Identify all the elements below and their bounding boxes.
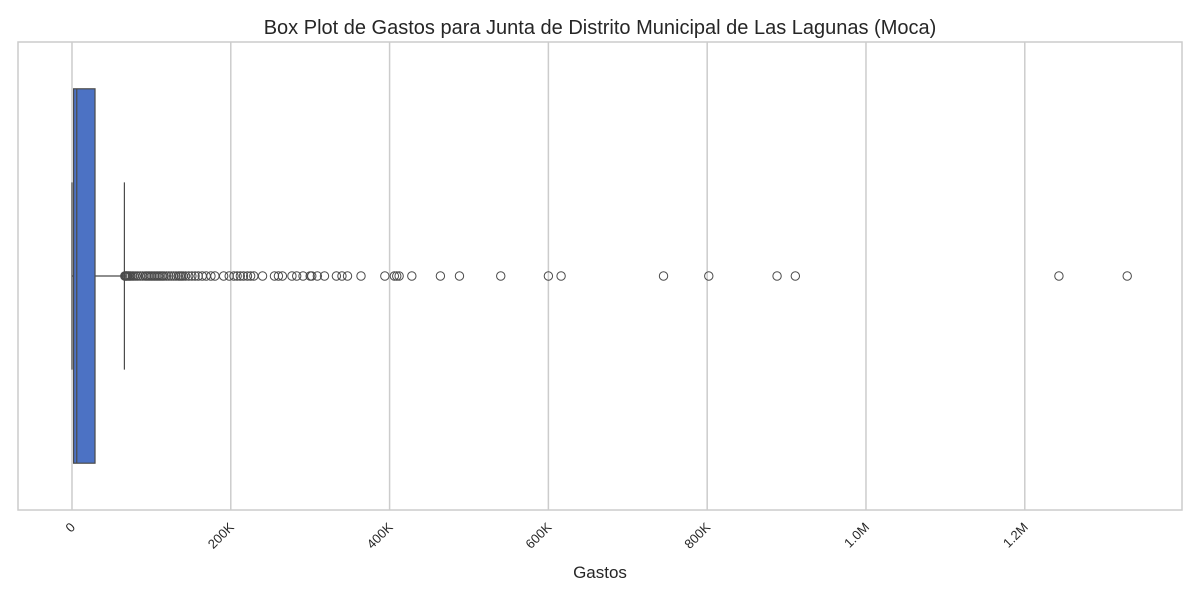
outlier-point — [312, 271, 323, 281]
gridlines — [71, 42, 1026, 510]
outlier-point — [232, 271, 242, 281]
outlier-point — [277, 271, 288, 281]
outlier-point — [235, 271, 246, 281]
outlier-point — [242, 271, 253, 281]
outlier-point — [394, 271, 404, 281]
outlier-point — [171, 271, 181, 281]
outlier-point — [454, 271, 465, 281]
outlier-point — [380, 271, 390, 281]
outlier-point — [790, 271, 801, 281]
outlier-point — [206, 271, 216, 281]
plot-area-frame — [17, 41, 1183, 511]
iqr-box — [72, 88, 96, 464]
outlier-point — [257, 271, 268, 281]
outlier-point — [556, 271, 566, 281]
outlier-point — [164, 271, 174, 281]
outlier-point — [218, 271, 229, 281]
outlier-point — [1054, 271, 1064, 281]
chart-title: Box Plot de Gastos para Junta de Distrit… — [264, 17, 937, 39]
outlier-point — [356, 271, 366, 281]
outlier-point — [273, 271, 284, 281]
outlier-point — [1122, 271, 1132, 281]
outlier-point — [307, 271, 317, 281]
outlier-point — [331, 271, 342, 281]
outlier-point — [229, 271, 239, 281]
outlier-point — [704, 271, 714, 281]
outlier-point — [496, 271, 506, 281]
outlier-point — [407, 271, 417, 281]
outlier-point — [543, 271, 554, 281]
outlier-point — [337, 271, 347, 281]
outlier-point — [190, 271, 200, 281]
outlier-point — [319, 271, 330, 281]
outlier-point — [342, 271, 353, 281]
outlier-point — [161, 271, 172, 281]
outlier-point — [772, 271, 782, 281]
outlier-point — [291, 271, 302, 281]
x-axis-label: Gastos — [573, 563, 627, 582]
outlier-point — [184, 271, 194, 281]
outlier-point — [245, 271, 256, 281]
outlier-point — [159, 271, 169, 281]
outlier-points — [120, 271, 1132, 281]
outlier-point — [658, 271, 669, 281]
outlier-point — [389, 271, 400, 281]
outlier-point — [287, 271, 297, 281]
outlier-point — [180, 271, 191, 281]
outlier-point — [435, 271, 446, 281]
outlier-point — [238, 271, 249, 281]
outlier-point — [187, 271, 197, 281]
outlier-point — [392, 271, 402, 281]
